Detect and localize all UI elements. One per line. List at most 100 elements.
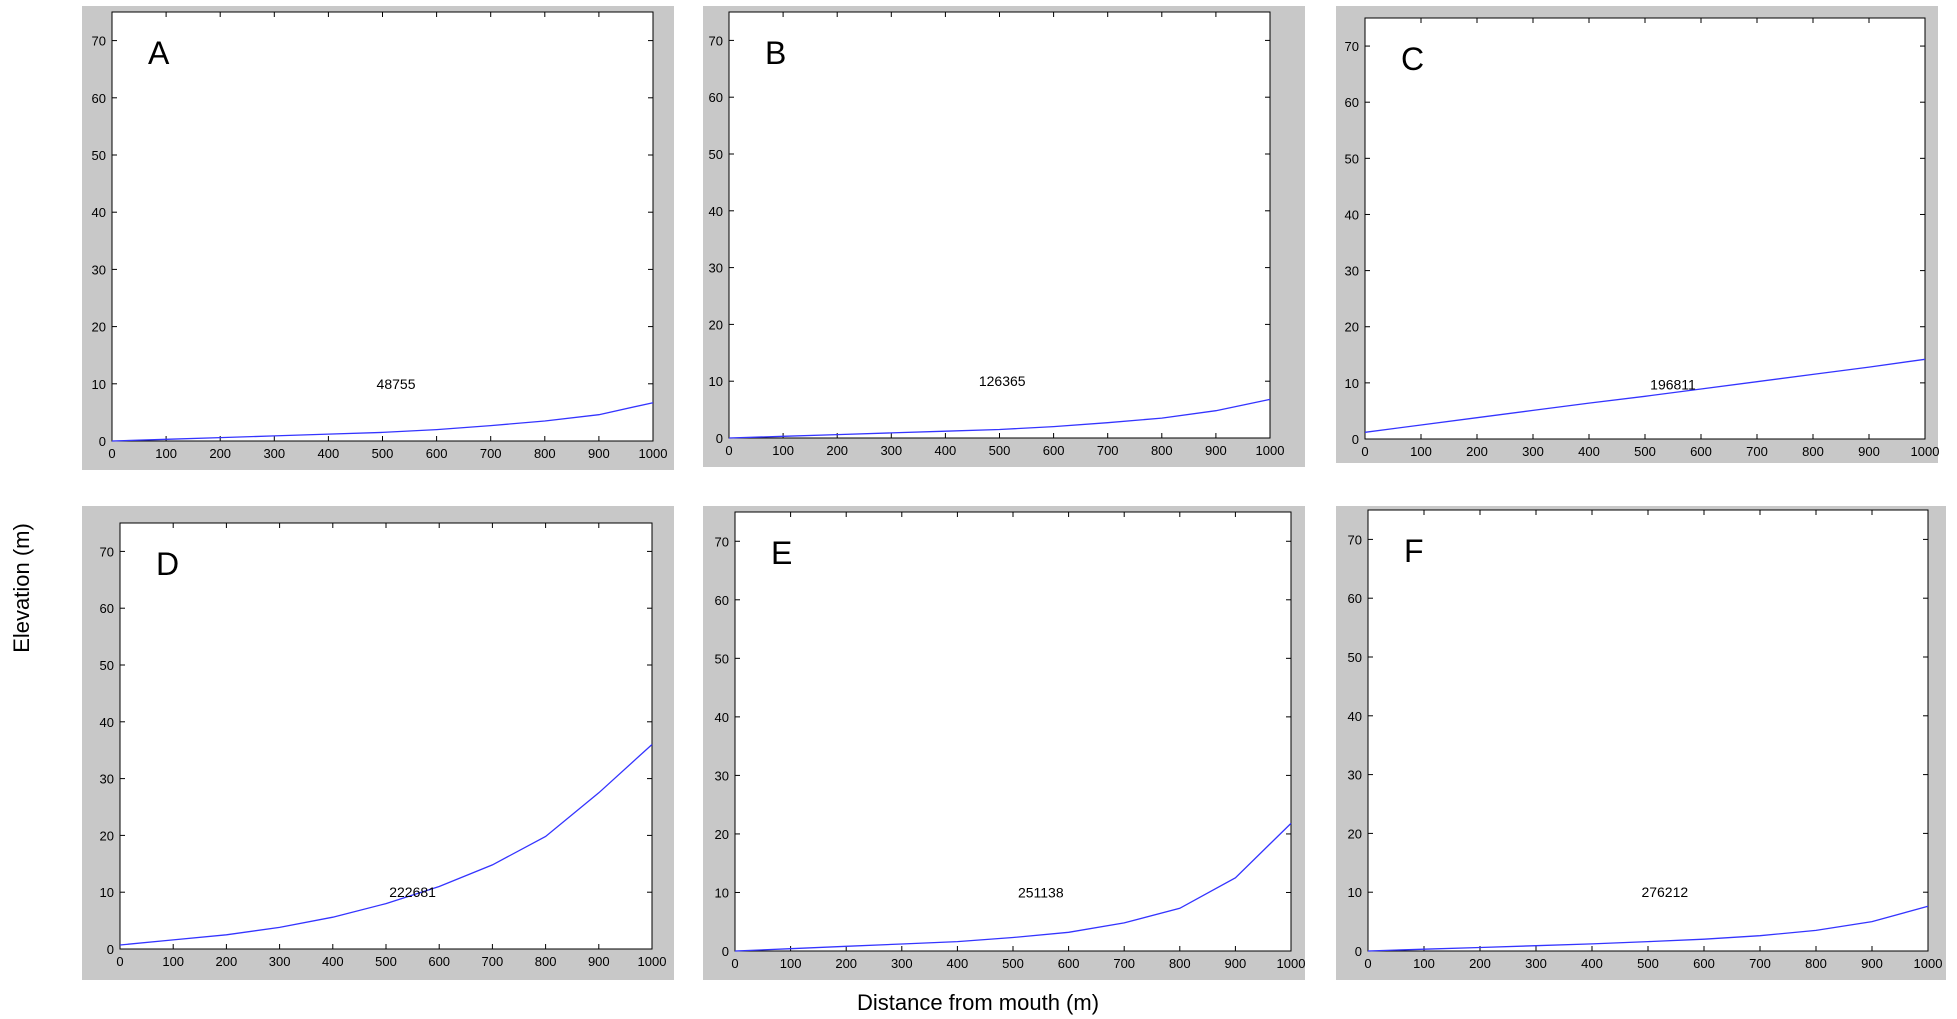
y-tick-label: 40 (715, 710, 729, 725)
y-tick-label: 60 (92, 91, 106, 106)
x-tick-label: 900 (1861, 956, 1883, 971)
y-tick-label: 0 (716, 431, 723, 446)
chart-panel-b: 0 100 200 300 400 500 600 700 800 900 1000 0 10 20 30 4… (703, 6, 1305, 467)
x-tick-label: 100 (772, 443, 794, 458)
x-tick-label: 400 (1578, 444, 1600, 459)
y-tick-label: 0 (722, 944, 729, 959)
y-tick-label: 70 (715, 534, 729, 549)
x-tick-label: 300 (880, 443, 902, 458)
y-tick-label: 10 (100, 885, 114, 900)
x-tick-label: 100 (162, 954, 184, 969)
y-tick-label: 60 (100, 601, 114, 616)
panel-label: B (765, 35, 786, 71)
x-tick-label: 500 (1634, 444, 1656, 459)
y-tick-label: 60 (709, 90, 723, 105)
x-tick-label: 500 (1637, 956, 1659, 971)
y-tick-label: 60 (715, 593, 729, 608)
x-tick-label: 200 (835, 956, 857, 971)
series-line (734, 822, 1292, 952)
y-tick-label: 30 (92, 262, 106, 277)
plot-area (119, 522, 653, 950)
y-tick-label: 70 (1348, 532, 1362, 547)
y-tick-label: 60 (1348, 591, 1362, 606)
x-tick-label: 700 (1097, 443, 1119, 458)
y-tick-label: 30 (715, 768, 729, 783)
y-tick-label: 50 (709, 147, 723, 162)
x-axis-label: Distance from mouth (m) (857, 990, 1099, 1015)
y-tick-label: 20 (709, 317, 723, 332)
x-tick-label: 600 (1693, 956, 1715, 971)
x-tick-label: 0 (725, 443, 732, 458)
y-tick-label: 20 (92, 320, 106, 335)
y-tick-label: 70 (92, 34, 106, 49)
series-line (119, 744, 653, 946)
plot-area (728, 11, 1271, 439)
x-tick-label: 700 (1746, 444, 1768, 459)
x-tick-label: 100 (155, 446, 177, 461)
x-tick-label: 0 (731, 956, 738, 971)
x-tick-label: 400 (947, 956, 969, 971)
panel-annotation: 196811 (1650, 377, 1696, 393)
x-tick-label: 900 (588, 446, 610, 461)
panel-label: A (148, 35, 170, 71)
y-tick-label: 50 (92, 148, 106, 163)
x-tick-label: 200 (826, 443, 848, 458)
y-tick-label: 20 (1345, 320, 1359, 335)
panel-annotation: 48755 (377, 376, 416, 392)
x-tick-label: 1000 (638, 954, 667, 969)
x-tick-label: 900 (588, 954, 610, 969)
x-tick-label: 0 (1361, 444, 1368, 459)
y-tick-label: 0 (1352, 432, 1359, 447)
x-tick-label: 800 (1805, 956, 1827, 971)
y-tick-label: 50 (1348, 650, 1362, 665)
x-tick-label: 1000 (1256, 443, 1285, 458)
y-tick-label: 20 (100, 828, 114, 843)
x-tick-label: 200 (1466, 444, 1488, 459)
x-tick-label: 100 (1410, 444, 1432, 459)
y-tick-label: 50 (100, 658, 114, 673)
x-tick-label: 400 (935, 443, 957, 458)
y-tick-label: 50 (1345, 151, 1359, 166)
x-tick-label: 500 (989, 443, 1011, 458)
x-tick-label: 400 (322, 954, 344, 969)
panel-label: E (771, 535, 792, 571)
y-tick-label: 40 (92, 205, 106, 220)
x-tick-label: 800 (1169, 956, 1191, 971)
x-tick-label: 400 (1581, 956, 1603, 971)
y-tick-label: 10 (715, 885, 729, 900)
x-tick-label: 300 (1525, 956, 1547, 971)
x-tick-label: 800 (1151, 443, 1173, 458)
chart-panel-c: 0 100 200 300 400 500 600 700 800 900 1000 0 10 20 30 4… (1336, 6, 1939, 463)
x-tick-label: 700 (482, 954, 504, 969)
x-tick-label: 600 (426, 446, 448, 461)
x-tick-label: 500 (372, 446, 394, 461)
x-tick-label: 200 (209, 446, 231, 461)
y-tick-label: 30 (1345, 264, 1359, 279)
y-tick-label: 40 (709, 204, 723, 219)
y-tick-label: 0 (99, 434, 106, 449)
y-tick-label: 60 (1345, 95, 1359, 110)
y-tick-label: 10 (1345, 376, 1359, 391)
x-tick-label: 400 (318, 446, 340, 461)
panel-annotation: 251138 (1018, 884, 1064, 900)
y-axis-label: Elevation (m) (9, 523, 34, 653)
x-tick-label: 800 (1802, 444, 1824, 459)
y-tick-label: 50 (715, 651, 729, 666)
x-tick-label: 100 (1413, 956, 1435, 971)
panel-label: F (1404, 533, 1424, 569)
panel-annotation: 126365 (979, 373, 1026, 389)
panel-label: C (1401, 41, 1424, 77)
y-tick-label: 10 (709, 374, 723, 389)
y-tick-label: 10 (1348, 885, 1362, 900)
plot-area (734, 511, 1292, 952)
y-tick-label: 70 (100, 544, 114, 559)
x-tick-label: 200 (216, 954, 238, 969)
x-tick-label: 500 (375, 954, 397, 969)
panel-label: D (156, 546, 179, 582)
x-tick-label: 1000 (1911, 444, 1940, 459)
y-tick-label: 40 (1345, 207, 1359, 222)
plot-area (111, 11, 654, 442)
panel-annotation: 276212 (1641, 884, 1688, 900)
x-tick-label: 300 (263, 446, 285, 461)
y-tick-label: 70 (1345, 39, 1359, 54)
